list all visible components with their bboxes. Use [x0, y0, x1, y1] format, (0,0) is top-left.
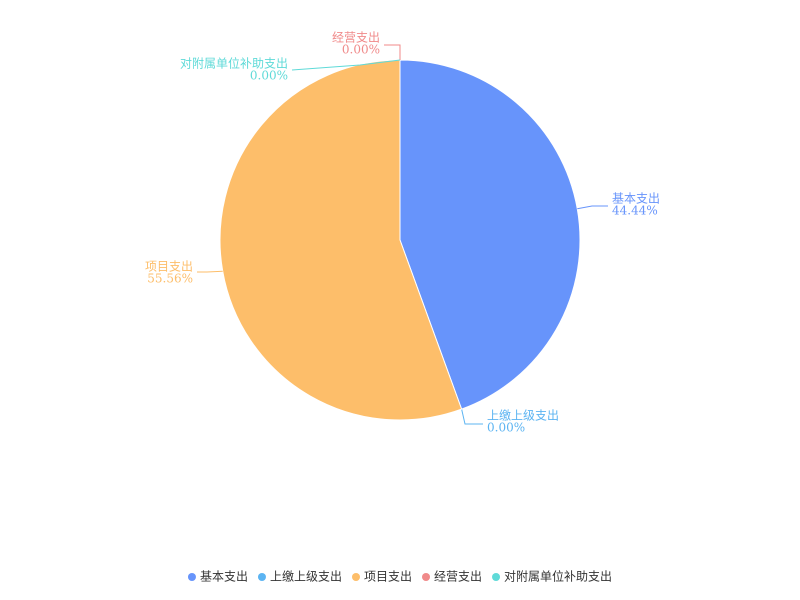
legend-marker [492, 573, 501, 581]
legend-label: 上缴上级支出 [270, 569, 342, 584]
slice-label: 对附属单位补助支出 [180, 56, 288, 71]
legend-label: 对附属单位补助支出 [504, 569, 612, 584]
slice-label: 项目支出 [145, 260, 193, 274]
label-line [291, 59, 401, 71]
legend-marker [422, 573, 431, 581]
legend-marker [351, 573, 360, 581]
label-line [384, 44, 401, 60]
pie-slice [219, 59, 463, 421]
slice-value-label: 44.44% [612, 204, 658, 218]
label-line [197, 270, 223, 273]
legend-label: 项目支出 [364, 570, 412, 584]
slice-value-label: 0.00% [342, 43, 380, 57]
slice-value-label: 55.56% [147, 272, 193, 286]
legend-marker [187, 573, 196, 581]
legend-marker [257, 573, 266, 581]
slice-label: 经营支出 [332, 31, 380, 45]
pie-slice [399, 59, 581, 410]
slice-value-label: 0.00% [487, 421, 525, 435]
slice-label: 基本支出 [612, 192, 660, 206]
label-line [461, 409, 483, 425]
slice-label: 上缴上级支出 [487, 408, 559, 423]
legend-label: 经营支出 [434, 570, 482, 584]
legend: 基本支出 上缴上级支出 项目支出 经营支出 对附属单位补助支出 [187, 569, 612, 584]
label-line [577, 205, 608, 210]
slice-value-label: 0.00% [250, 69, 288, 83]
legend-label: 基本支出 [200, 570, 248, 584]
